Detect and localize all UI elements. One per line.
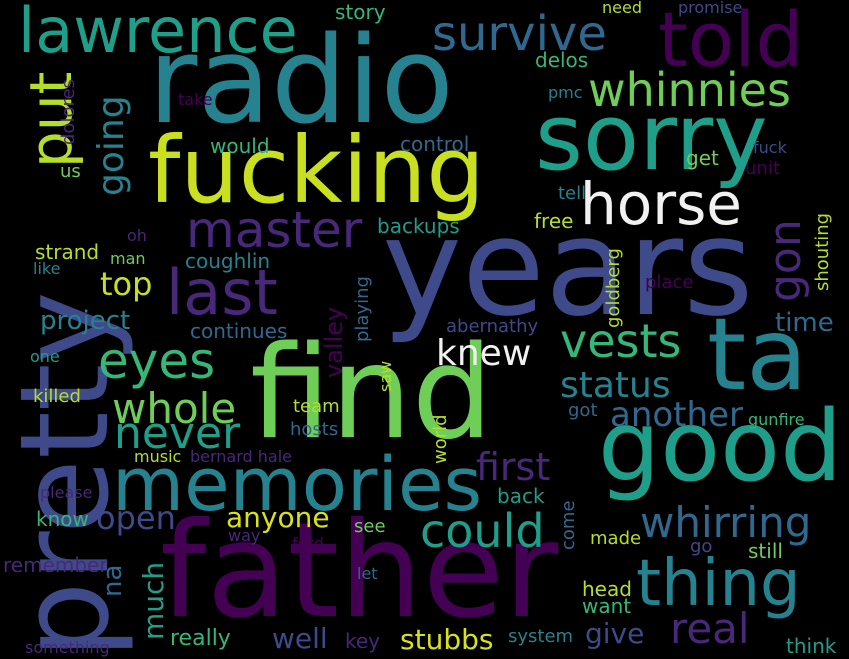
word-find: find <box>250 319 493 468</box>
word-fucking: fucking <box>148 117 485 224</box>
word-please: please <box>40 483 93 502</box>
word-hosts: hosts <box>290 419 339 440</box>
word-stubbs: stubbs <box>400 623 494 656</box>
word-delos: delos <box>535 48 589 72</box>
word-backups: backups <box>377 214 460 238</box>
word-back: back <box>497 484 545 508</box>
word-killed: killed <box>33 386 81 407</box>
word-see: see <box>354 516 386 537</box>
word-shouting: shouting <box>812 212 833 291</box>
word-free: free <box>534 209 574 233</box>
word-radio: radio <box>148 12 454 151</box>
word-like: like <box>33 259 61 278</box>
word-anyone: anyone <box>226 501 330 534</box>
word-years: years <box>382 189 754 346</box>
word-man: man <box>110 249 146 268</box>
word-father: father <box>160 494 559 648</box>
word-fuck: fuck <box>753 138 787 157</box>
word-gon: gon <box>760 219 811 302</box>
word-first: first <box>476 445 551 489</box>
word-pmc: pmc <box>548 83 583 102</box>
word-told: told <box>658 0 804 84</box>
word-saw: saw <box>376 360 395 392</box>
word-open: open <box>96 499 176 537</box>
word-still: still <box>748 539 783 563</box>
word-really: really <box>170 626 231 651</box>
word-real: real <box>670 604 750 653</box>
word-way: way <box>228 526 261 545</box>
word-one: one <box>30 347 60 366</box>
word-let: let <box>357 564 378 583</box>
word-bernard-hale: bernard hale <box>190 447 293 466</box>
word-could: could <box>420 504 545 558</box>
word-come: come <box>558 500 579 550</box>
word-oh: oh <box>127 226 147 245</box>
word-team: team <box>293 396 340 417</box>
word-give: give <box>585 617 645 650</box>
word-take: take <box>178 90 213 109</box>
word-whirring: whirring <box>640 498 812 547</box>
word-vests: vests <box>560 314 682 368</box>
word-valley: valley <box>320 306 348 378</box>
word-good: good <box>598 390 843 504</box>
word-survive: survive <box>432 6 607 62</box>
word-going: going <box>91 95 132 196</box>
word-unit: unit <box>745 158 780 179</box>
word-want: want <box>582 594 632 618</box>
word-thing: thing <box>636 547 801 621</box>
word-continues: continues <box>190 319 288 343</box>
word-gunfire: gunfire <box>748 410 805 429</box>
word-project: project <box>40 306 131 336</box>
word-whole: whole <box>112 384 237 433</box>
word-time: time <box>775 308 834 338</box>
word-story: story <box>335 0 386 24</box>
word-memories: memories <box>112 442 483 528</box>
word-never: never <box>114 408 241 459</box>
word-well: well <box>272 622 328 655</box>
word-us: us <box>60 161 81 182</box>
word-playing: playing <box>352 276 373 342</box>
word-remember: remember <box>3 553 108 577</box>
word-sorry: sorry <box>535 84 768 191</box>
word-promise: promise <box>678 0 743 17</box>
word-control: control <box>400 132 470 156</box>
word-abernathy: abernathy <box>446 316 539 337</box>
word-coughlin: coughlin <box>185 249 271 273</box>
word-master: master <box>186 201 363 259</box>
word-knew: knew <box>436 333 532 374</box>
word-think: think <box>786 634 837 658</box>
word-something: something <box>25 638 110 657</box>
word-would: would <box>210 134 270 158</box>
word-get: get <box>686 146 719 170</box>
word-got: got <box>568 400 598 421</box>
word-whinnies: whinnies <box>588 63 791 117</box>
word-made: made <box>590 528 642 549</box>
word-strand: strand <box>35 240 100 264</box>
word-head: head <box>582 577 632 601</box>
word-music: music <box>134 447 182 466</box>
word-goldberg: goldberg <box>603 248 624 328</box>
word-system: system <box>508 626 574 647</box>
word-key: key <box>345 629 381 653</box>
word-ta: ta <box>707 296 808 413</box>
word-place: place <box>645 272 694 293</box>
word-eyes: eyes <box>98 332 216 390</box>
word-lawrence: lawrence <box>18 0 298 67</box>
word-world: world <box>430 414 451 464</box>
word-go: go <box>690 536 713 557</box>
word-last: last <box>166 256 278 329</box>
word-horse: horse <box>580 170 742 238</box>
word-tell: tell <box>558 183 587 204</box>
word-dolores: dolores <box>58 79 79 145</box>
word-ford: ford <box>292 534 324 553</box>
word-status: status <box>560 365 671 406</box>
word-need: need <box>602 0 642 17</box>
word-another: another <box>610 395 743 435</box>
word-know: know <box>36 507 89 531</box>
word-much: much <box>137 561 170 640</box>
word-top: top <box>100 265 153 303</box>
